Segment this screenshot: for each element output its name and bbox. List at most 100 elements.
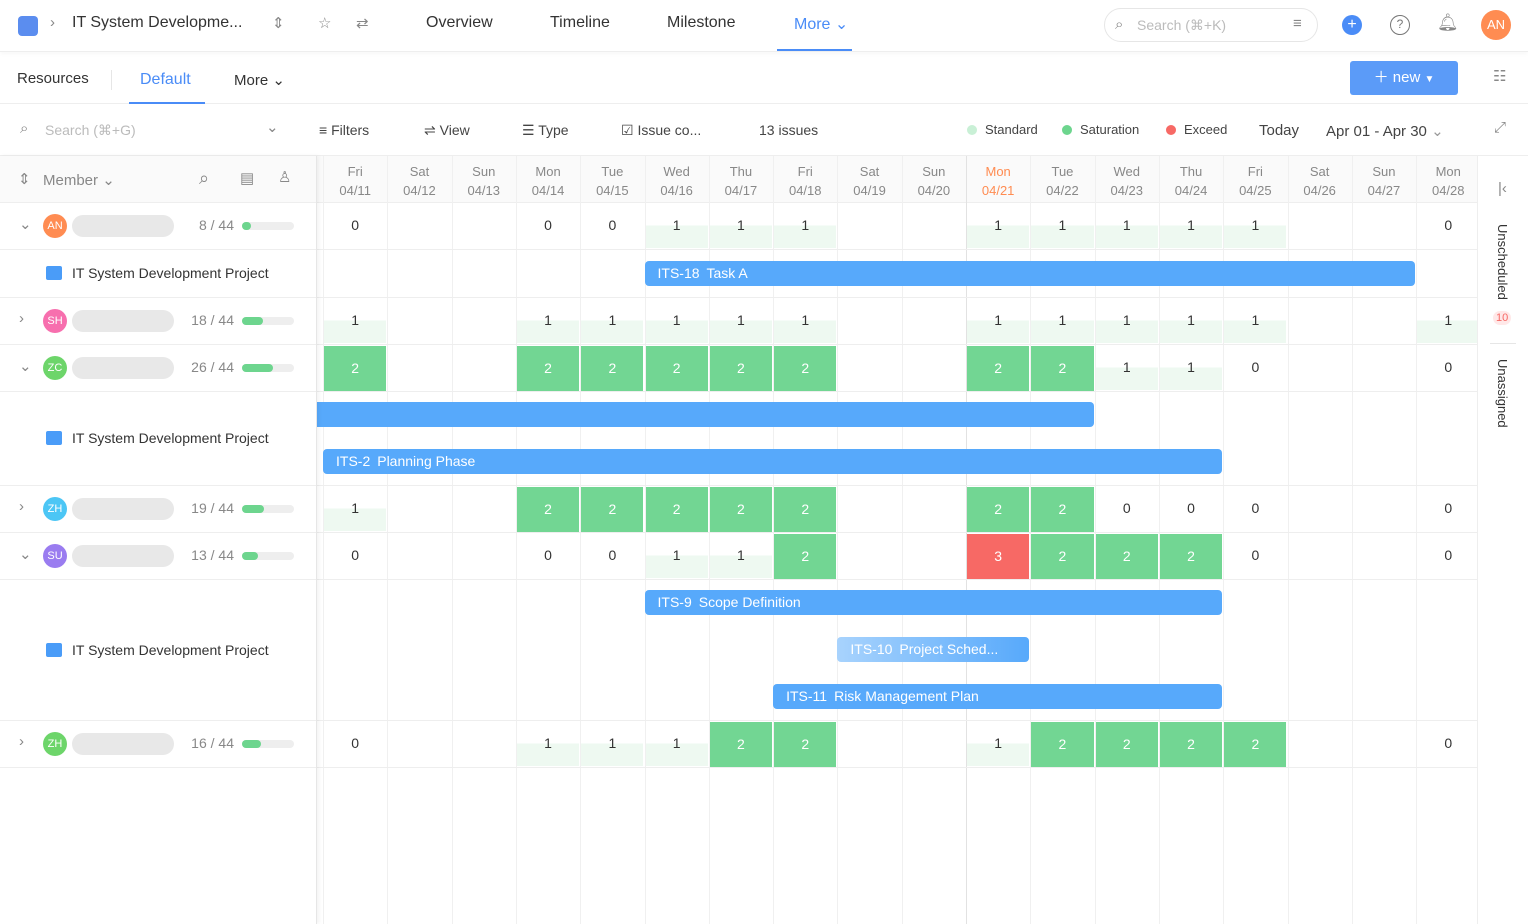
workload-cell[interactable]: 1 <box>324 298 387 343</box>
workload-cell[interactable]: 2 <box>1224 722 1287 767</box>
workload-cell[interactable]: 1 <box>581 721 644 766</box>
new-button[interactable]: ＋ new ▼ <box>1350 61 1458 95</box>
workload-cell[interactable]: 2 <box>1095 534 1158 579</box>
list-icon[interactable]: ☷ <box>1493 68 1507 85</box>
workload-cell[interactable]: 1 <box>967 203 1030 248</box>
workload-cell[interactable]: 2 <box>709 487 773 532</box>
search-icon[interactable]: ⌕ <box>199 168 210 188</box>
workload-cell[interactable]: 2 <box>1031 487 1094 532</box>
workload-cell[interactable]: 1 <box>967 298 1030 343</box>
add-icon[interactable]: + <box>1342 15 1362 35</box>
workload-cell[interactable]: 2 <box>516 487 580 532</box>
unscheduled-tab[interactable]: Unscheduled <box>1495 224 1510 300</box>
filters-button[interactable]: ≡ Filters <box>319 122 369 138</box>
workload-cell[interactable]: 1 <box>324 486 387 531</box>
chevron-down-icon[interactable]: ⌄ <box>19 546 32 563</box>
workload-cell[interactable]: 2 <box>1031 722 1094 767</box>
chevron-right-icon[interactable]: › <box>19 310 24 327</box>
type-button[interactable]: ☰ Type <box>522 122 569 139</box>
member-column-label[interactable]: Member ⌄ <box>43 171 115 189</box>
panel-icon[interactable]: ▤ <box>240 170 255 187</box>
unassigned-tab[interactable]: Unassigned <box>1495 359 1510 428</box>
workload-cell[interactable]: 2 <box>774 487 837 532</box>
filter-icon[interactable]: ≡ <box>1293 15 1302 32</box>
workload-cell[interactable]: 2 <box>581 346 644 391</box>
workload-cell[interactable]: 1 <box>1159 345 1223 390</box>
workload-cell[interactable]: 2 <box>774 722 837 767</box>
workload-cell[interactable]: 1 <box>516 298 580 343</box>
workload-cell[interactable]: 1 <box>1417 298 1477 343</box>
workload-cell[interactable]: 1 <box>516 721 580 766</box>
workload-cell[interactable]: 2 <box>709 722 773 767</box>
workload-cell[interactable]: 2 <box>1031 346 1094 391</box>
workload-cell[interactable]: 2 <box>1159 722 1223 767</box>
workload-cell[interactable]: 2 <box>581 487 644 532</box>
switch-icon[interactable]: ⇕ <box>272 15 285 32</box>
workload-cell[interactable]: 0 <box>1444 500 1453 516</box>
workload-cell[interactable]: 2 <box>645 346 708 391</box>
workload-cell[interactable]: 0 <box>351 217 360 233</box>
workload-cell[interactable]: 1 <box>709 298 773 343</box>
workload-cell[interactable]: 0 <box>1444 735 1453 751</box>
view-button[interactable]: ⇌ View <box>424 122 470 139</box>
today-button[interactable]: Today <box>1259 122 1300 139</box>
workload-cell[interactable]: 1 <box>774 298 837 343</box>
workload-cell[interactable]: 0 <box>1251 359 1260 375</box>
sort-icon[interactable]: ⇕ <box>18 171 31 188</box>
workload-cell[interactable]: 1 <box>1159 298 1223 343</box>
issue-button[interactable]: ☑ Issue co... <box>621 122 701 139</box>
task-bar[interactable] <box>317 402 1094 427</box>
workload-cell[interactable]: 0 <box>608 547 617 563</box>
workload-cell[interactable]: 0 <box>351 547 360 563</box>
workload-cell[interactable]: 0 <box>544 547 552 563</box>
workload-cell[interactable]: 1 <box>1095 298 1158 343</box>
tab-milestone[interactable]: Milestone <box>667 14 736 31</box>
workload-cell[interactable]: 1 <box>1159 203 1223 248</box>
bell-icon[interactable]: 🔔︎ <box>1437 13 1459 32</box>
workload-cell[interactable]: 1 <box>1224 298 1287 343</box>
project-title[interactable]: IT System Developme... <box>72 14 243 31</box>
collapse-left-icon[interactable]: |‹ <box>1498 180 1507 197</box>
date-range-picker[interactable]: Apr 01 - Apr 30 ⌄ <box>1326 122 1444 140</box>
search-input[interactable]: Search (⌘+G) <box>45 122 136 138</box>
workload-cell[interactable]: 1 <box>1095 203 1158 248</box>
workload-cell[interactable]: 2 <box>774 346 837 391</box>
user-avatar[interactable]: AN <box>1481 10 1511 40</box>
chevron-right-icon[interactable]: › <box>19 498 24 515</box>
chevron-right-icon[interactable]: › <box>19 733 24 750</box>
workload-cell[interactable]: 1 <box>645 721 708 766</box>
tab-more[interactable]: More ⌄ <box>794 14 848 34</box>
tab-timeline[interactable]: Timeline <box>550 14 610 31</box>
workload-cell[interactable]: 2 <box>324 346 387 391</box>
chevron-down-icon[interactable]: ⌄ <box>266 119 279 136</box>
workload-cell[interactable]: 2 <box>967 346 1030 391</box>
workload-cell[interactable]: 1 <box>1224 203 1287 248</box>
fullscreen-icon[interactable]: ⤢ <box>1494 119 1507 136</box>
workload-cell[interactable]: 1 <box>645 203 708 248</box>
tab-default[interactable]: Default <box>140 71 191 88</box>
workload-cell[interactable]: 2 <box>1159 534 1223 579</box>
workload-cell[interactable]: 0 <box>351 735 360 751</box>
workload-cell[interactable]: 1 <box>581 298 644 343</box>
workload-cell[interactable]: 1 <box>645 298 708 343</box>
workload-cell[interactable]: 2 <box>709 346 773 391</box>
workload-cell[interactable]: 0 <box>1444 547 1453 563</box>
workload-cell[interactable]: 0 <box>1251 547 1260 563</box>
workload-cell[interactable]: 1 <box>1031 298 1094 343</box>
workload-cell[interactable]: 2 <box>516 346 580 391</box>
tab-more-views[interactable]: More ⌄ <box>234 71 285 89</box>
workload-cell[interactable]: 1 <box>709 203 773 248</box>
workload-cell[interactable]: 2 <box>1095 722 1158 767</box>
workload-cell[interactable]: 0 <box>1444 359 1453 375</box>
workload-cell[interactable]: 1 <box>967 721 1030 766</box>
chevron-down-icon[interactable]: ⌄ <box>19 216 32 233</box>
global-search[interactable]: ⌕ Search (⌘+K) ≡ <box>1104 8 1318 42</box>
workload-cell[interactable]: 2 <box>645 487 708 532</box>
star-icon[interactable]: ☆ <box>318 15 332 32</box>
workload-cell[interactable]: 0 <box>608 217 617 233</box>
task-bar[interactable]: ITS-2 Planning Phase <box>323 449 1223 474</box>
tab-overview[interactable]: Overview <box>426 14 493 31</box>
project-icon[interactable] <box>18 16 38 36</box>
workload-cell[interactable]: 1 <box>1095 345 1158 390</box>
workload-cell[interactable]: 2 <box>774 534 837 579</box>
